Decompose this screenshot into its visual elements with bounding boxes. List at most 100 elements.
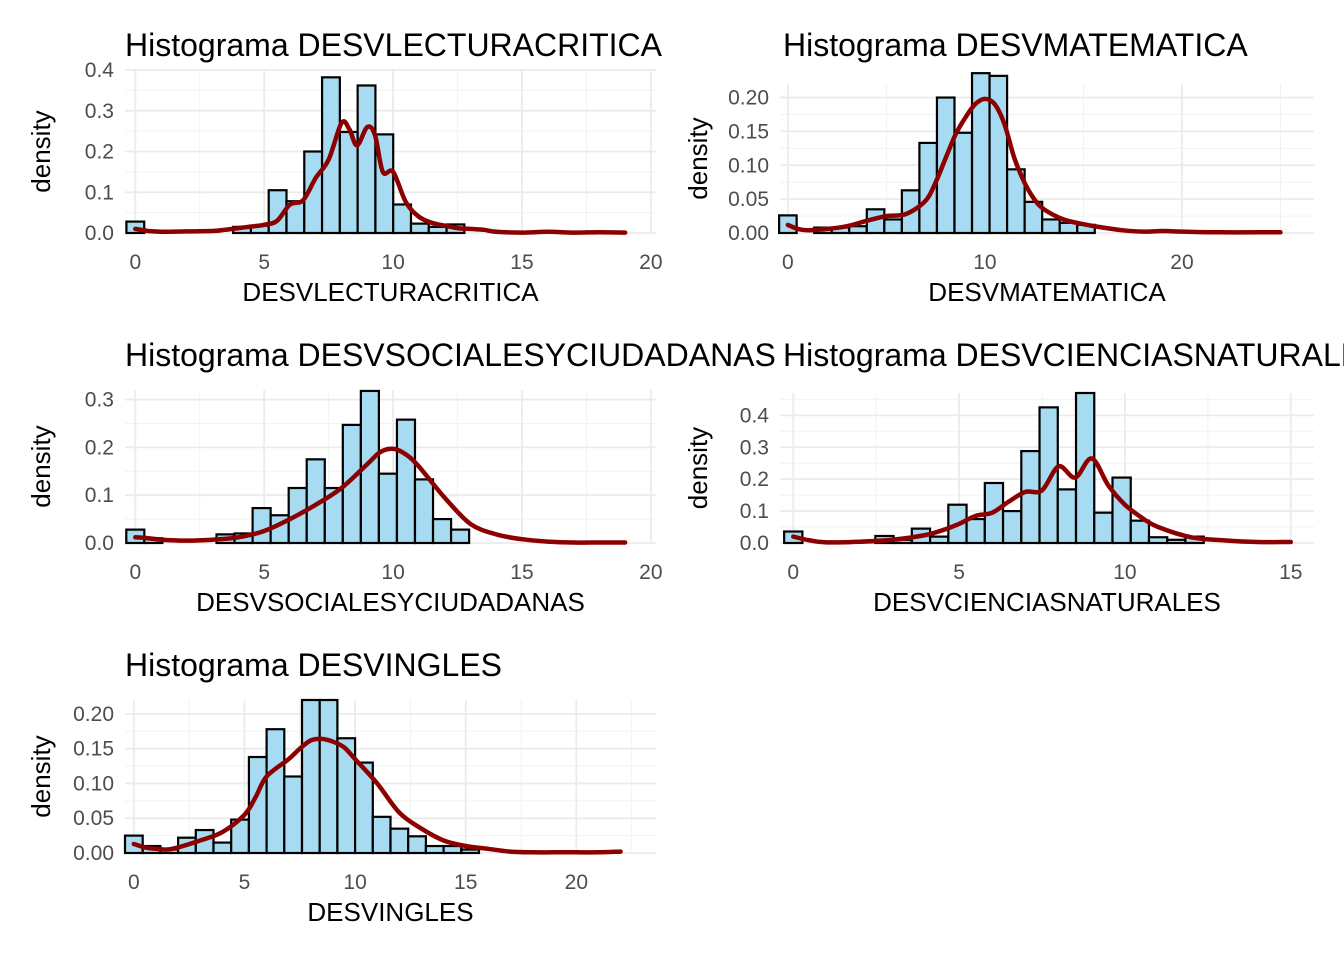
histogram-bar bbox=[359, 389, 381, 545]
x-tick-label: 15 bbox=[510, 251, 533, 274]
panel-title: Histograma DESVINGLES bbox=[125, 647, 502, 683]
x-tick-label: 20 bbox=[639, 251, 662, 274]
x-tick-label: 15 bbox=[454, 871, 477, 894]
histogram-bar bbox=[1001, 509, 1023, 545]
y-tick-label: 0.2 bbox=[85, 436, 114, 459]
histogram-bar bbox=[407, 835, 428, 855]
histogram-bar bbox=[212, 841, 233, 855]
panel-desvlecturacritica: Histograma DESVLECTURACRITICA DESVLECTUR… bbox=[26, 27, 663, 307]
x-axis-title: DESVSOCIALESYCIUDADANAS bbox=[196, 587, 585, 617]
histogram-bar bbox=[883, 218, 903, 235]
x-tick-label: 10 bbox=[973, 251, 996, 274]
y-tick-label: 0.0 bbox=[740, 532, 769, 555]
y-tick-label: 0.00 bbox=[728, 222, 769, 245]
histogram-bar bbox=[318, 698, 339, 855]
x-tick-label: 0 bbox=[129, 561, 141, 584]
histogram-bar bbox=[965, 517, 986, 545]
histogram-bar bbox=[265, 728, 286, 855]
x-tick-label: 10 bbox=[381, 561, 404, 584]
y-tick-label: 0.4 bbox=[85, 59, 115, 82]
plot-area bbox=[125, 389, 656, 545]
x-tick-label: 0 bbox=[129, 251, 141, 274]
x-tick-label: 10 bbox=[343, 871, 366, 894]
x-tick-label: 20 bbox=[1170, 251, 1193, 274]
y-tick-label: 0.3 bbox=[85, 389, 114, 412]
histogram-bar bbox=[1023, 200, 1044, 235]
y-tick-label: 0.3 bbox=[85, 100, 114, 123]
y-tick-label: 0.2 bbox=[85, 141, 114, 164]
y-axis-title: density bbox=[683, 117, 713, 199]
panel-desvmatematica: Histograma DESVMATEMATICA DESVMATEMATICA… bbox=[683, 27, 1314, 307]
x-tick-label: 10 bbox=[381, 251, 404, 274]
histogram-bar bbox=[354, 761, 374, 855]
histogram-bar bbox=[953, 131, 974, 235]
y-tick-label: 0.1 bbox=[85, 484, 114, 507]
histogram-bar bbox=[1020, 449, 1041, 545]
x-tick-label: 5 bbox=[258, 561, 270, 584]
histogram-bar bbox=[395, 418, 417, 545]
panel-desvcienciasnaturales: Histograma DESVCIENCIASNATURALES DESVCIE… bbox=[683, 337, 1344, 617]
x-tick-label: 10 bbox=[1113, 561, 1136, 584]
histogram-bar bbox=[371, 815, 392, 855]
y-tick-label: 0.2 bbox=[740, 468, 769, 491]
y-tick-label: 0.15 bbox=[728, 120, 769, 143]
histogram-bars bbox=[123, 698, 481, 855]
plot-area bbox=[778, 72, 1314, 235]
y-tick-label: 0.10 bbox=[73, 772, 114, 795]
panel-title: Histograma DESVLECTURACRITICA bbox=[125, 27, 663, 63]
y-tick-label: 0.10 bbox=[728, 154, 769, 177]
density-curve bbox=[785, 96, 1283, 235]
histogram-bar bbox=[300, 698, 321, 855]
histogram-bar bbox=[1129, 519, 1151, 545]
plot-area bbox=[780, 391, 1314, 545]
density-curve bbox=[791, 456, 1294, 545]
y-axis-title: density bbox=[683, 427, 713, 509]
histogram-bar bbox=[1166, 538, 1187, 545]
plot-area bbox=[125, 69, 656, 235]
y-axis-title: density bbox=[26, 735, 56, 817]
y-tick-label: 0.0 bbox=[85, 222, 114, 245]
y-tick-label: 0.20 bbox=[728, 87, 769, 110]
histogram-bar bbox=[1093, 511, 1114, 545]
histogram-bar bbox=[389, 827, 410, 855]
x-tick-label: 0 bbox=[128, 871, 140, 894]
panel-title: Histograma DESVSOCIALESYCIUDADANAS bbox=[125, 337, 776, 373]
histogram-bar bbox=[392, 203, 413, 235]
panel-title: Histograma DESVCIENCIASNATURALES bbox=[783, 337, 1344, 373]
histogram-bar bbox=[935, 96, 956, 235]
histogram-bar bbox=[928, 535, 950, 545]
histogram-bar bbox=[356, 84, 377, 235]
y-tick-label: 0.1 bbox=[85, 181, 114, 204]
histogram-bar bbox=[251, 506, 272, 545]
x-tick-label: 5 bbox=[239, 871, 251, 894]
x-tick-label: 20 bbox=[565, 871, 588, 894]
y-tick-label: 0.4 bbox=[740, 404, 770, 427]
x-axis-title: DESVINGLES bbox=[307, 897, 473, 927]
y-tick-label: 0.15 bbox=[73, 738, 114, 761]
x-tick-label: 5 bbox=[258, 251, 270, 274]
histogram-bar bbox=[1147, 536, 1169, 545]
panel-desvsocialesyciudadanas: Histograma DESVSOCIALESYCIUDADANAS DESVS… bbox=[26, 337, 776, 617]
x-tick-label: 15 bbox=[1279, 561, 1302, 584]
y-tick-label: 0.20 bbox=[73, 703, 114, 726]
histogram-bar bbox=[460, 848, 481, 855]
y-tick-label: 0.05 bbox=[728, 188, 769, 211]
histogram-bar bbox=[409, 222, 430, 235]
histogram-bar bbox=[449, 528, 471, 545]
x-axis-title: DESVCIENCIASNATURALES bbox=[873, 587, 1221, 617]
y-tick-label: 0.1 bbox=[740, 500, 769, 523]
panel-title: Histograma DESVMATEMATICA bbox=[783, 27, 1248, 63]
histogram-bar bbox=[1056, 488, 1078, 545]
y-axis-title: density bbox=[26, 110, 56, 192]
y-tick-label: 0.3 bbox=[740, 436, 769, 459]
density-curve bbox=[133, 119, 628, 235]
histogram-bar bbox=[431, 517, 453, 545]
x-tick-label: 20 bbox=[639, 561, 662, 584]
histogram-bars bbox=[783, 391, 1205, 545]
density-curve bbox=[133, 446, 628, 545]
histogram-bar bbox=[424, 844, 445, 855]
histogram-bar bbox=[283, 775, 304, 855]
x-tick-label: 5 bbox=[953, 561, 965, 584]
histogram-bar bbox=[1041, 218, 1061, 235]
